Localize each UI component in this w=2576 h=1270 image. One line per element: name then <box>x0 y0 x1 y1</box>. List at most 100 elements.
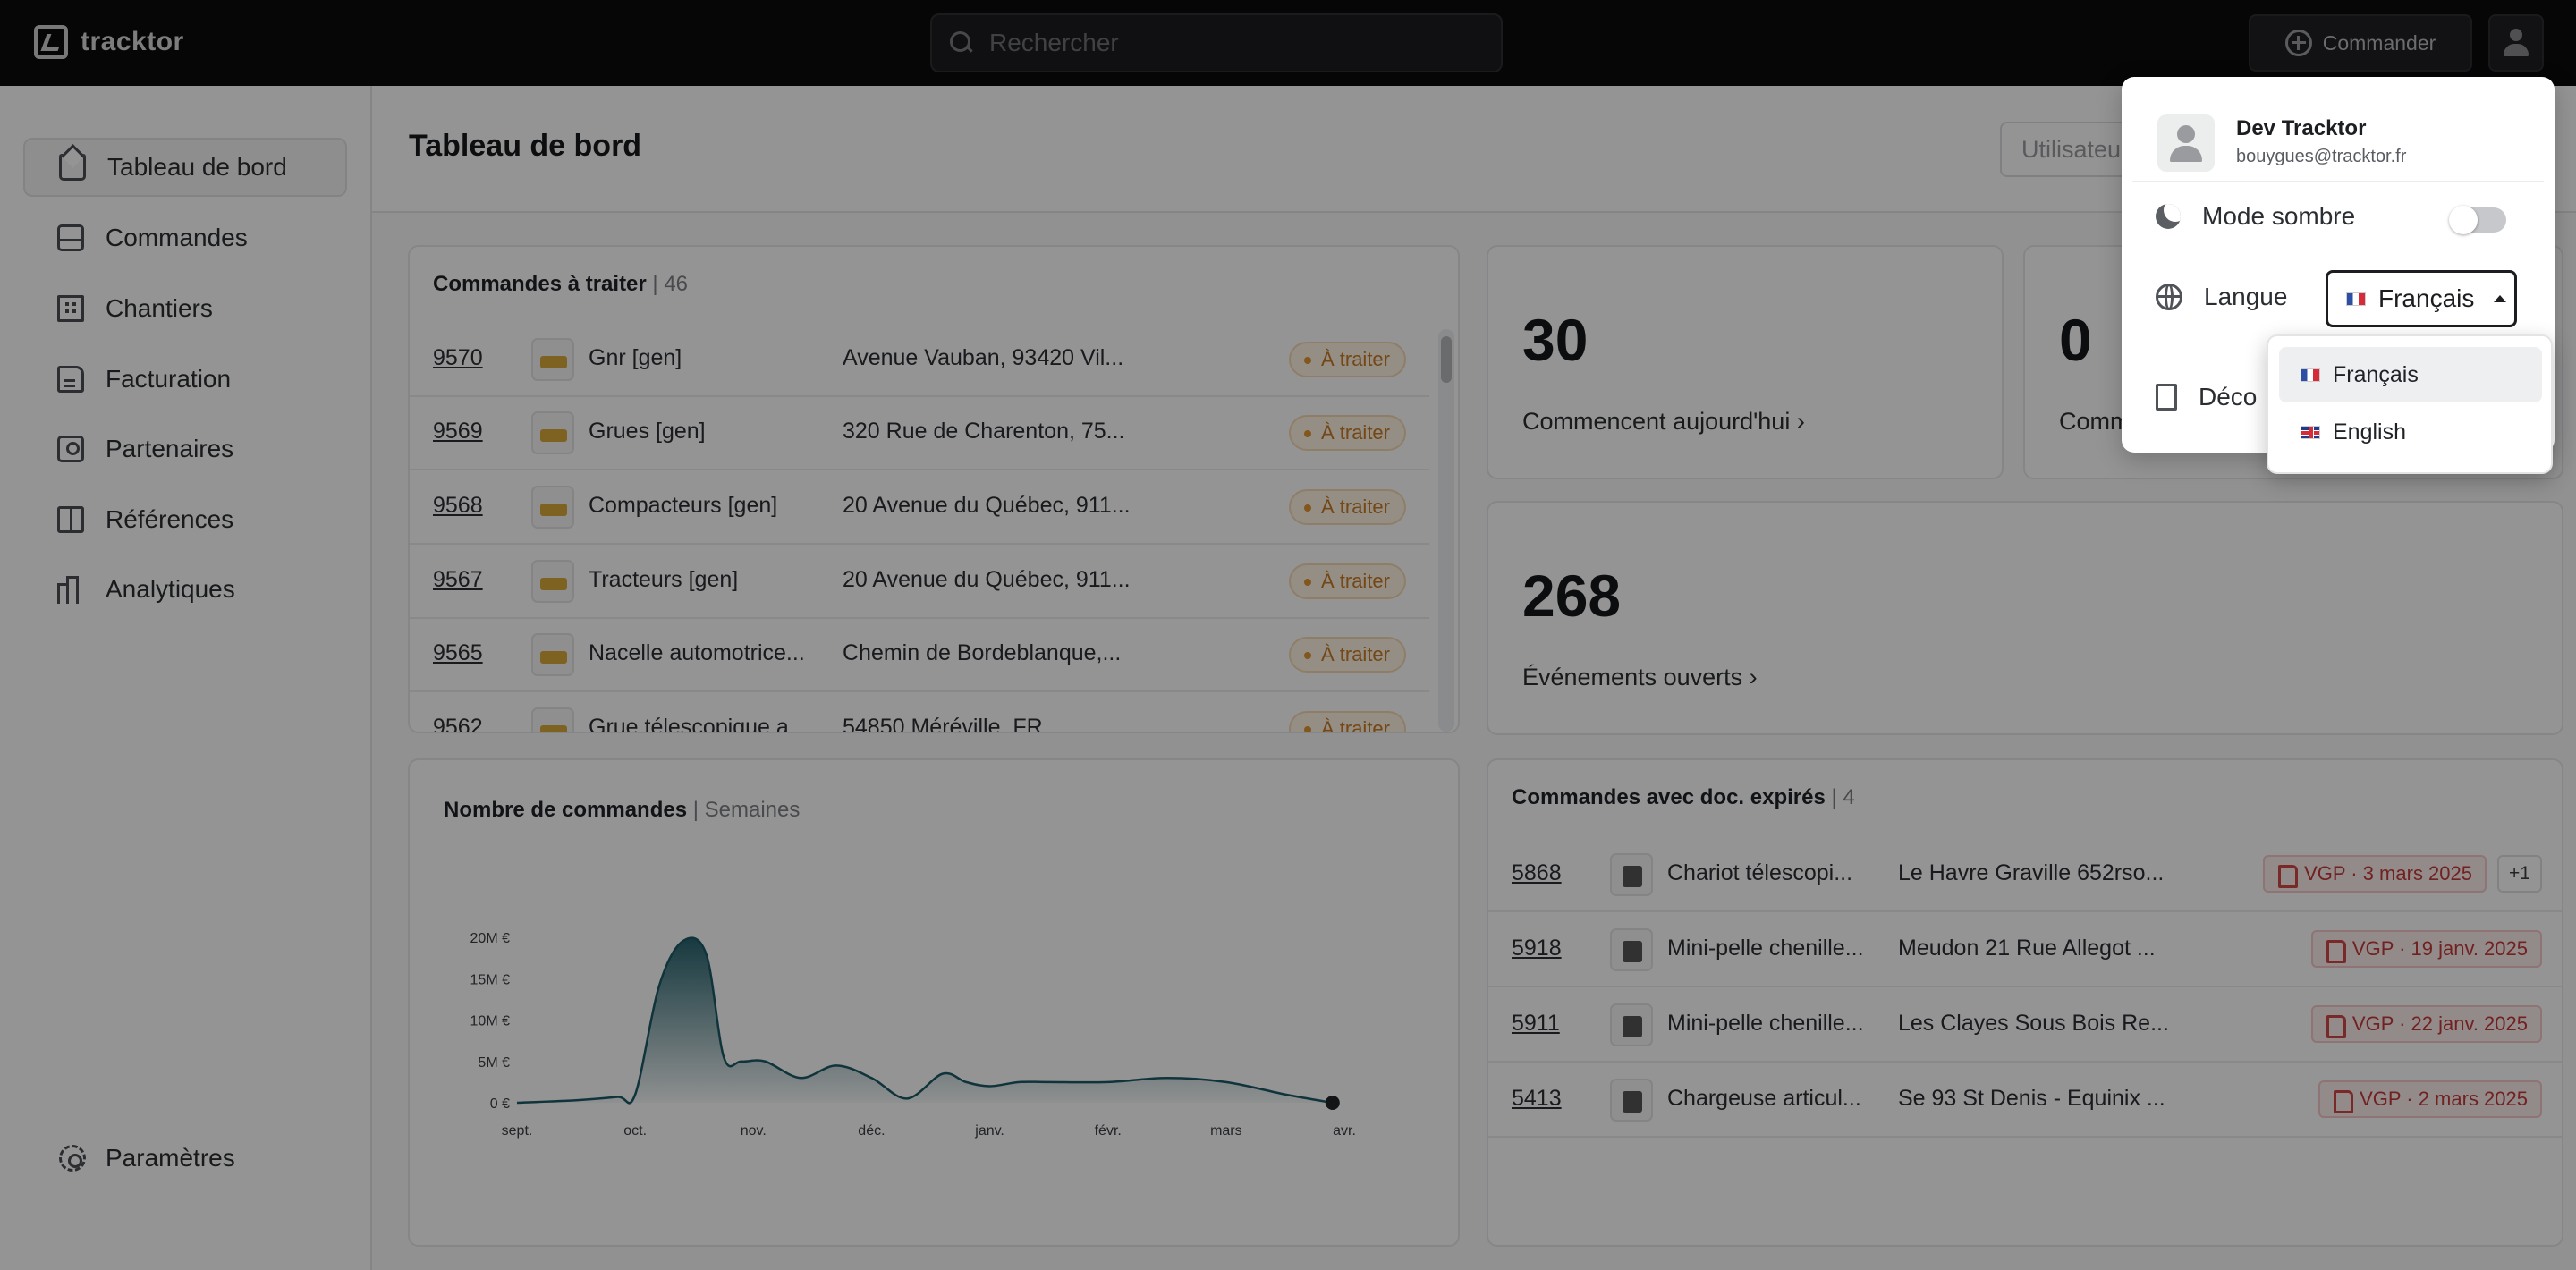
extra-docs-badge[interactable]: +1 <box>2497 855 2542 893</box>
language-option-label: Français <box>2333 361 2419 387</box>
order-number-link[interactable]: 5868 <box>1512 860 1562 885</box>
order-number-link[interactable]: 9569 <box>433 419 483 444</box>
order-number-link[interactable]: 5911 <box>1512 1011 1560 1036</box>
x-tick-label: janv. <box>974 1123 1004 1139</box>
expired-doc-badge[interactable]: VGP · 2 mars 2025 <box>2318 1080 2542 1118</box>
equipment-thumbnail <box>531 560 574 603</box>
dark-mode-label: Mode sombre <box>2202 202 2356 230</box>
order-number-link[interactable]: 5413 <box>1512 1086 1562 1111</box>
status-badge: À traiter <box>1288 342 1406 377</box>
expired-doc-badge[interactable]: VGP · 3 mars 2025 <box>2263 855 2487 893</box>
expired-doc-badge[interactable]: VGP · 22 janv. 2025 <box>2310 1005 2542 1043</box>
stat-value: 0 <box>2059 307 2092 373</box>
table-row[interactable]: 5911 Mini-pelle chenille... Les Clayes S… <box>1488 987 2562 1063</box>
stat-value: 30 <box>1522 307 1589 373</box>
orders-to-process-card: Commandes à traiter | 46 9570 Gnr [gen] … <box>408 245 1460 733</box>
stat-card-open-events[interactable]: 268 Événements ouverts › <box>1487 501 2563 735</box>
stat-link[interactable]: Événements ouverts › <box>1522 664 1758 690</box>
order-address: Chemin de Bordeblanque,... <box>843 640 1122 665</box>
order-address: Le Havre Graville 652rso... <box>1898 860 2165 885</box>
order-address: Avenue Vauban, 93420 Vil... <box>843 345 1124 370</box>
expired-doc-badge[interactable]: VGP · 19 janv. 2025 <box>2310 930 2542 968</box>
y-tick-label: 0 € <box>490 1096 510 1112</box>
x-tick-label: avr. <box>1333 1123 1356 1139</box>
order-number-link[interactable]: 5918 <box>1512 936 1562 961</box>
language-select-value: Français <box>2378 284 2475 312</box>
logout-row[interactable]: Déco <box>2156 383 2257 411</box>
table-row[interactable]: 9568 Compacteurs [gen] 20 Avenue du Québ… <box>410 471 1429 545</box>
logout-door-icon <box>2156 384 2177 411</box>
book-icon <box>57 506 84 533</box>
status-badge: À traiter <box>1288 711 1406 732</box>
sidebar-item-commandes[interactable]: Commandes <box>23 208 347 267</box>
table-row[interactable]: 5868 Chariot télescopi... Le Havre Gravi… <box>1488 837 2562 912</box>
equipment-thumbnail <box>531 411 574 454</box>
order-number-link[interactable]: 9570 <box>433 345 483 370</box>
sidebar-item-chantiers[interactable]: Chantiers <box>23 279 347 338</box>
language-row: Langue <box>2156 283 2287 311</box>
sidebar-item-label: Facturation <box>106 365 232 393</box>
order-number-link[interactable]: 9565 <box>433 640 483 665</box>
equipment-thumbnail <box>1610 1079 1653 1122</box>
global-search[interactable] <box>930 13 1503 72</box>
sidebar-item-label: Tableau de bord <box>107 153 287 181</box>
order-number-link[interactable]: 9568 <box>433 493 483 518</box>
sidebar-item-label: Paramètres <box>106 1144 235 1172</box>
commander-button-label: Commander <box>2322 30 2436 55</box>
table-row[interactable]: 9567 Tracteurs [gen] 20 Avenue du Québec… <box>410 546 1429 619</box>
language-select[interactable]: Français <box>2326 270 2517 327</box>
order-address: 320 Rue de Charenton, 75... <box>843 419 1125 444</box>
user-menu-button[interactable] <box>2488 14 2544 72</box>
dark-mode-row: Mode sombre <box>2156 202 2355 231</box>
sidebar-item-analytiques[interactable]: Analytiques <box>23 560 347 619</box>
y-tick-label: 5M € <box>478 1055 510 1071</box>
expired-docs-card: Commandes avec doc. expirés | 4 5868 Cha… <box>1487 758 2563 1247</box>
language-option-english[interactable]: English <box>2279 404 2542 460</box>
app-logo[interactable]: tracktor <box>34 25 184 59</box>
table-row[interactable]: 5413 Chargeuse articul... Se 93 St Denis… <box>1488 1063 2562 1138</box>
dark-mode-toggle[interactable] <box>2449 206 2506 234</box>
sidebar-item-label: Analytiques <box>106 575 235 603</box>
x-tick-label: nov. <box>741 1123 767 1139</box>
equipment-thumbnail <box>531 338 574 381</box>
app-logo-text: tracktor <box>80 27 184 56</box>
uk-flag-icon <box>2301 425 2320 439</box>
x-tick-label: déc. <box>858 1123 885 1139</box>
language-option-label: English <box>2333 419 2406 444</box>
contact-icon <box>57 436 84 462</box>
status-badge: À traiter <box>1288 637 1406 673</box>
stat-link[interactable]: Commencent aujourd'hui › <box>1522 408 1805 435</box>
table-row[interactable]: 9570 Gnr [gen] Avenue Vauban, 93420 Vil.… <box>410 324 1429 397</box>
equipment-name: Tracteurs [gen] <box>589 567 739 592</box>
table-row[interactable]: 9562 Grue télescopique a... 54850 Mérévi… <box>410 693 1429 733</box>
language-option-francais[interactable]: Français <box>2279 347 2542 402</box>
commander-button[interactable]: Commander <box>2249 14 2472 72</box>
card-title: Commandes avec doc. expirés | 4 <box>1512 785 1855 810</box>
sidebar-item-references[interactable]: Références <box>23 490 347 549</box>
order-number-link[interactable]: 9562 <box>433 715 483 733</box>
sidebar-item-facturation[interactable]: Facturation <box>23 350 347 409</box>
sidebar-item-tableau-de-bord[interactable]: Tableau de bord <box>23 138 347 197</box>
table-row[interactable]: 9565 Nacelle automotrice... Chemin de Bo… <box>410 619 1429 692</box>
order-number-link[interactable]: 9567 <box>433 567 483 592</box>
series-line <box>516 936 1334 1105</box>
tracktor-logo-icon <box>34 25 68 59</box>
last-point-marker <box>1325 1096 1340 1110</box>
sidebar-item-parametres[interactable]: Paramètres <box>23 1129 235 1188</box>
moon-icon <box>2156 204 2181 229</box>
stat-link[interactable]: Comm <box>2059 408 2131 435</box>
table-row[interactable]: 5918 Mini-pelle chenille... Meudon 21 Ru… <box>1488 912 2562 987</box>
stat-card-starting-today[interactable]: 30 Commencent aujourd'hui › <box>1487 245 2004 479</box>
orders-scrollbar[interactable] <box>1438 329 1454 732</box>
sidebar-item-partenaires[interactable]: Partenaires <box>23 419 347 478</box>
caret-up-icon <box>2494 295 2507 302</box>
search-input[interactable] <box>989 29 1472 57</box>
equipment-name: Nacelle automotrice... <box>589 640 805 665</box>
table-row[interactable]: 9569 Grues [gen] 320 Rue de Charenton, 7… <box>410 397 1429 470</box>
status-badge: À traiter <box>1288 563 1406 599</box>
card-title: Nombre de commandes | Semaines <box>444 798 800 823</box>
user-icon <box>2502 29 2530 57</box>
language-dropdown: Français English <box>2267 334 2553 474</box>
equipment-name: Grue télescopique a... <box>589 715 808 733</box>
sidebar-item-label: Références <box>106 505 234 533</box>
